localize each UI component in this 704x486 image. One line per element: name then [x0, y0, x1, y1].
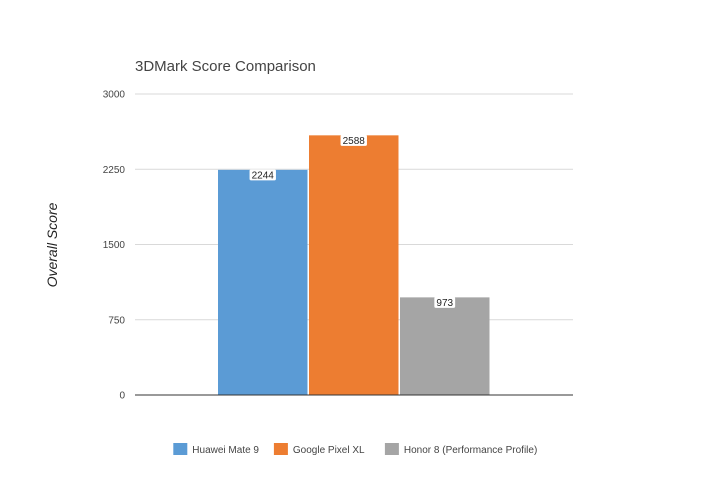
bar [400, 297, 490, 395]
legend-label: Honor 8 (Performance Profile) [404, 445, 537, 456]
y-tick-label: 1500 [103, 240, 126, 251]
legend-swatch [273, 443, 288, 455]
legend-label: Google Pixel XL [293, 445, 365, 456]
data-label-background [249, 169, 276, 181]
data-label: 2588 [343, 136, 366, 147]
y-tick-label: 0 [119, 391, 125, 402]
y-axis-ticks: 0 750 1500 2250 3000 [103, 90, 126, 402]
data-label: 2244 [252, 170, 275, 181]
bar [218, 169, 308, 395]
y-tick-label: 2250 [103, 165, 126, 176]
data-label: 973 [436, 298, 453, 309]
data-label-background [434, 296, 456, 308]
legend-label: Huawei Mate 9 [192, 445, 259, 456]
data-label-background [340, 134, 367, 146]
data-labels: 2244 2588 973 [249, 134, 456, 309]
legend: Huawei Mate 9 Google Pixel XL Honor 8 (Per… [173, 443, 537, 456]
legend-swatch [173, 443, 188, 455]
y-tick-label: 3000 [103, 90, 126, 101]
y-tick-label: 750 [108, 315, 125, 326]
y-axis-title: Overall Score [44, 202, 60, 287]
legend-swatch [384, 443, 399, 455]
bars [218, 135, 490, 395]
bar [309, 135, 399, 395]
chart-title: 3DMark Score Comparison [135, 58, 316, 75]
